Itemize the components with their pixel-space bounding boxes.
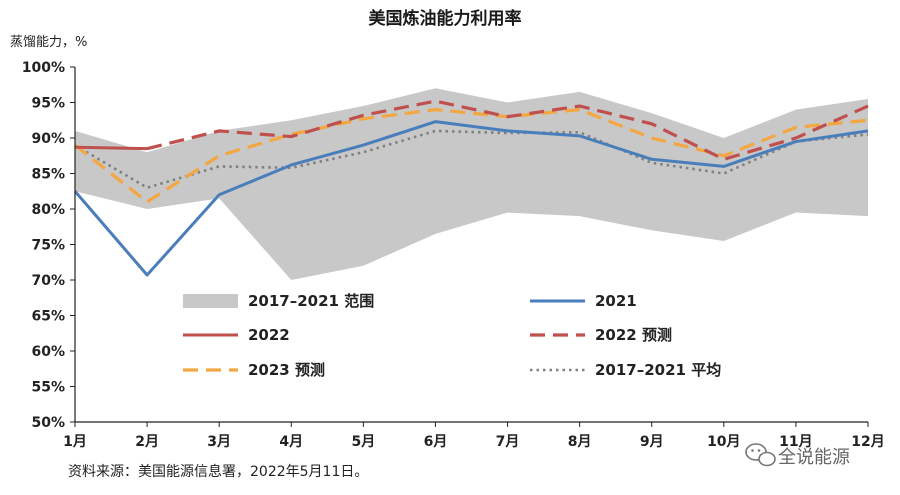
legend-item: 2017–2021 平均 xyxy=(530,361,721,379)
legend-label: 2023 预测 xyxy=(248,361,325,379)
legend-item: 2021 xyxy=(530,292,637,310)
legend-item: 2023 预测 xyxy=(183,361,325,379)
y-tick-label: 65% xyxy=(31,309,65,325)
source-note: 资料来源：美国能源信息署，2022年5月11日。 xyxy=(68,463,368,480)
chart-title: 美国炼油能力利用率 xyxy=(369,8,522,29)
legend-item: 2022 预测 xyxy=(530,326,672,344)
x-tick-label: 9月 xyxy=(640,434,664,450)
x-tick-label: 4月 xyxy=(279,434,303,450)
watermark-text: 全说能源 xyxy=(778,447,850,468)
x-tick-label: 1月 xyxy=(63,434,87,450)
legend: 2017–2021 范围 2021 2022 2022 预测 2023 预测 2017–2… xyxy=(183,292,721,379)
y-tick-label: 70% xyxy=(31,273,65,289)
series-line-2023--dash xyxy=(74,107,869,204)
x-tick-label: 12月 xyxy=(851,434,884,450)
series-line-2022--dash xyxy=(146,99,869,161)
legend-label: 2017–2021 平均 xyxy=(595,361,721,379)
y-tick-label: 90% xyxy=(31,131,65,147)
legend-label: 2022 预测 xyxy=(595,326,672,344)
series-line-2022 xyxy=(74,145,148,151)
x-tick-label: 11月 xyxy=(779,434,812,450)
range-band xyxy=(75,88,868,280)
y-tick-label: 60% xyxy=(31,344,65,360)
wechat-icon xyxy=(745,443,776,467)
legend-label: 2022 xyxy=(248,326,290,344)
y-axis-label: 蒸馏能力，% xyxy=(10,35,87,50)
series-line-2017-2021--dot xyxy=(74,129,869,189)
y-tick-label: 85% xyxy=(31,167,65,183)
y-tick-label: 100% xyxy=(22,60,65,76)
x-tick-label: 6月 xyxy=(424,434,448,450)
legend-swatch-band xyxy=(183,294,238,308)
plot-area xyxy=(73,88,869,280)
x-tick-label: 8月 xyxy=(568,434,592,450)
legend-item: 2017–2021 范围 xyxy=(183,292,374,310)
x-tick-label: 5月 xyxy=(351,434,375,450)
legend-label: 2017–2021 范围 xyxy=(248,292,374,310)
x-tick-label: 3月 xyxy=(207,434,231,450)
axes: 50% 55% 60% 65% 70% 75% 80% 85% 90% 95% 100% 1月 2月 3月… xyxy=(22,60,885,450)
y-tick-label: 50% xyxy=(31,415,65,431)
series-line-2021 xyxy=(73,120,869,277)
y-tick-label: 80% xyxy=(31,202,65,218)
y-tick-label: 95% xyxy=(31,96,65,112)
legend-label: 2021 xyxy=(595,292,637,310)
y-tick-label: 75% xyxy=(31,238,65,254)
x-tick-label: 10月 xyxy=(707,434,740,450)
x-tick-label: 7月 xyxy=(496,434,520,450)
watermark: 全说能源 xyxy=(745,443,850,468)
legend-item: 2022 xyxy=(183,326,290,344)
y-tick-label: 55% xyxy=(31,380,65,396)
x-tick-label: 2月 xyxy=(135,434,159,450)
